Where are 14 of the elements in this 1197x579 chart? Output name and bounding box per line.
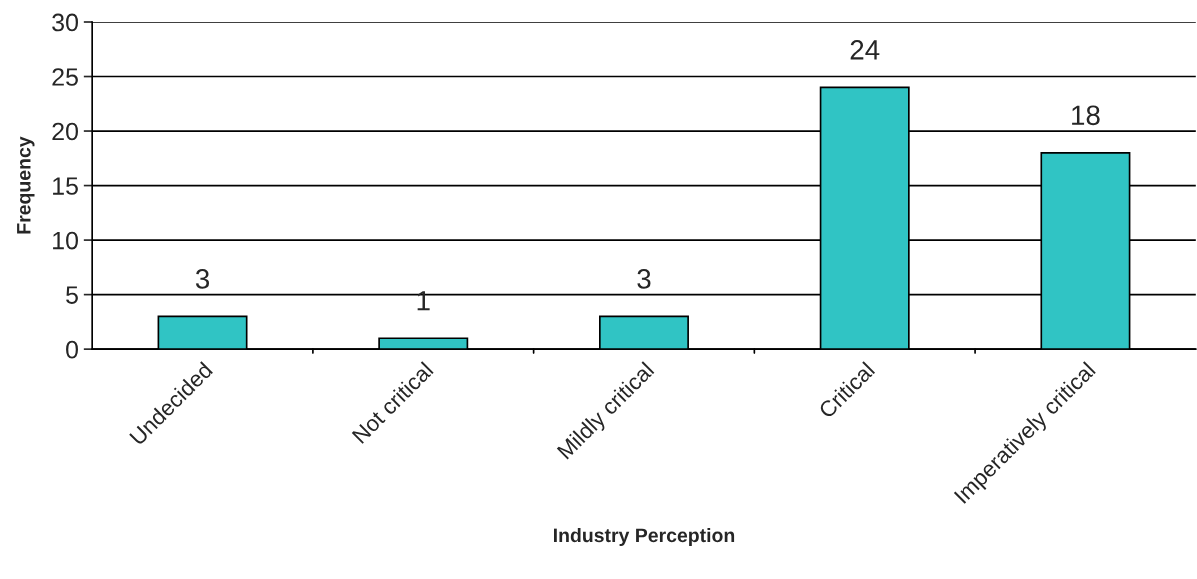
data-label: 24 [850, 40, 880, 60]
data-label: 3 [637, 269, 651, 289]
data-label: 3 [195, 269, 210, 289]
y-tick-label: 15 [53, 177, 78, 195]
y-tick-label: 25 [52, 68, 78, 86]
y-tick-label: 5 [66, 286, 78, 304]
y-tick-label: 20 [52, 122, 78, 141]
data-label: 1 [417, 291, 430, 311]
y-tick-label: 10 [53, 231, 78, 250]
y-tick-label: 0 [66, 340, 78, 359]
data-label: 18 [1072, 105, 1100, 126]
x-axis-title: Industry Perception [553, 527, 735, 547]
y-axis-title: Frequency [17, 136, 35, 234]
y-tick-label: 30 [52, 13, 78, 32]
